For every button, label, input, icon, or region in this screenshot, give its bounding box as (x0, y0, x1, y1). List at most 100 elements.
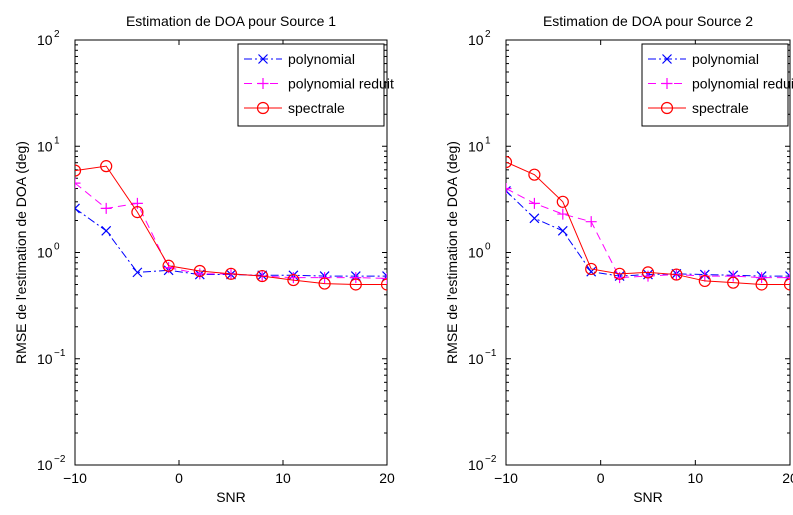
chart-panel-1: Estimation de DOA pour Source 1−10 0 10 201… (13, 13, 395, 505)
y-tick-label-exponent: 2 (54, 29, 60, 40)
legend-marker (660, 101, 674, 115)
data-point (585, 216, 597, 228)
x-tick-label: 10 (688, 470, 704, 486)
data-point (557, 225, 568, 236)
data-point (162, 259, 175, 272)
data-point (727, 270, 739, 282)
x-tick-label: 10 (275, 470, 291, 486)
data-point (755, 278, 768, 291)
series-spectrale (506, 155, 790, 291)
legend-label: polynomial reduit (288, 76, 394, 92)
legend-marker (661, 78, 673, 89)
data-point (287, 272, 299, 284)
y-tick-label-exponent: −1 (485, 348, 497, 359)
data-point (784, 272, 790, 284)
y-tick-label-exponent: 1 (485, 135, 491, 146)
series-line (75, 165, 387, 285)
chart-title: Estimation de DOA pour Source 1 (126, 13, 336, 29)
x-tick-label: 0 (597, 470, 605, 486)
legend-label: polynomial reduit (692, 76, 793, 92)
legend-marker (662, 54, 672, 64)
y-tick-label-base: 10 (37, 245, 53, 261)
data-point (75, 177, 81, 189)
data-point (349, 278, 362, 291)
x-tick-label: 20 (782, 470, 793, 486)
data-point (698, 274, 711, 288)
data-point (75, 203, 80, 214)
y-tick-label-base: 10 (468, 457, 484, 473)
series-polynomial-reduit (506, 183, 790, 284)
data-point (287, 273, 300, 287)
y-tick-label-exponent: 1 (54, 135, 60, 146)
y-tick-label-base: 10 (468, 245, 484, 261)
legend: polynomial polynomial reduit spectrale (641, 43, 793, 127)
data-point (100, 160, 113, 173)
data-point (506, 183, 512, 195)
data-point (381, 272, 387, 284)
x-tick-label: −10 (494, 470, 518, 486)
data-point (350, 272, 362, 284)
legend-label: spectrale (288, 100, 345, 116)
data-point (556, 195, 569, 208)
data-point (528, 197, 540, 209)
data-point (382, 271, 387, 281)
y-tick-label-exponent: 2 (485, 29, 491, 40)
data-point (75, 164, 82, 177)
y-tick-label-exponent: −1 (54, 348, 66, 359)
data-point (528, 168, 541, 181)
data-point (756, 272, 768, 284)
data-point (586, 266, 597, 277)
series-line (75, 208, 387, 277)
y-axis-label: RMSE de l'estimation de DOA (deg) (13, 141, 29, 364)
data-point (785, 271, 790, 281)
x-axis-label: SNR (216, 489, 246, 505)
y-tick-label-base: 10 (468, 138, 484, 154)
data-point (506, 185, 511, 196)
data-point (506, 155, 513, 169)
y-tick-label-base: 10 (37, 457, 53, 473)
data-point (318, 277, 331, 290)
legend-label: spectrale (692, 100, 749, 116)
data-point (529, 213, 540, 224)
x-tick-label: −10 (63, 470, 87, 486)
y-tick-label-base: 10 (37, 351, 53, 367)
x-tick-label: 20 (379, 470, 395, 486)
y-tick-label-base: 10 (37, 32, 53, 48)
data-point (670, 268, 683, 281)
y-tick-label-exponent: −2 (54, 454, 66, 465)
series-line (506, 190, 790, 277)
y-tick-label-exponent: 0 (485, 242, 491, 253)
series-line (506, 161, 790, 285)
data-point (727, 276, 740, 289)
data-point (641, 266, 655, 279)
series-line (75, 182, 387, 279)
data-point (224, 267, 238, 280)
data-point (557, 208, 569, 220)
data-point (194, 268, 206, 280)
legend: polynomial polynomial reduit spectrale (237, 43, 394, 127)
y-tick-label-base: 10 (468, 351, 484, 367)
series-spectrale (75, 160, 387, 291)
y-axis-label: RMSE de l'estimation de DOA (deg) (444, 141, 460, 364)
data-point (585, 262, 598, 276)
data-point (131, 206, 144, 219)
legend-marker (256, 101, 270, 115)
legend-label: polynomial (692, 51, 759, 67)
legend-label: polynomial (288, 51, 355, 67)
data-point (193, 264, 206, 278)
chart-title: Estimation de DOA pour Source 2 (543, 13, 753, 29)
data-point (380, 278, 387, 291)
x-axis-label: SNR (633, 489, 663, 505)
data-point (132, 267, 143, 278)
y-tick-label-exponent: −2 (485, 454, 497, 465)
x-tick-label: 0 (175, 470, 183, 486)
series-line (506, 188, 790, 279)
legend-marker (258, 54, 268, 64)
y-tick-label-exponent: 0 (54, 242, 60, 253)
data-point (100, 202, 112, 214)
legend-marker (257, 78, 269, 89)
data-point (783, 278, 790, 291)
chart-panel-2: Estimation de DOA pour Source 2−10010201… (444, 13, 793, 505)
data-point (613, 267, 626, 280)
